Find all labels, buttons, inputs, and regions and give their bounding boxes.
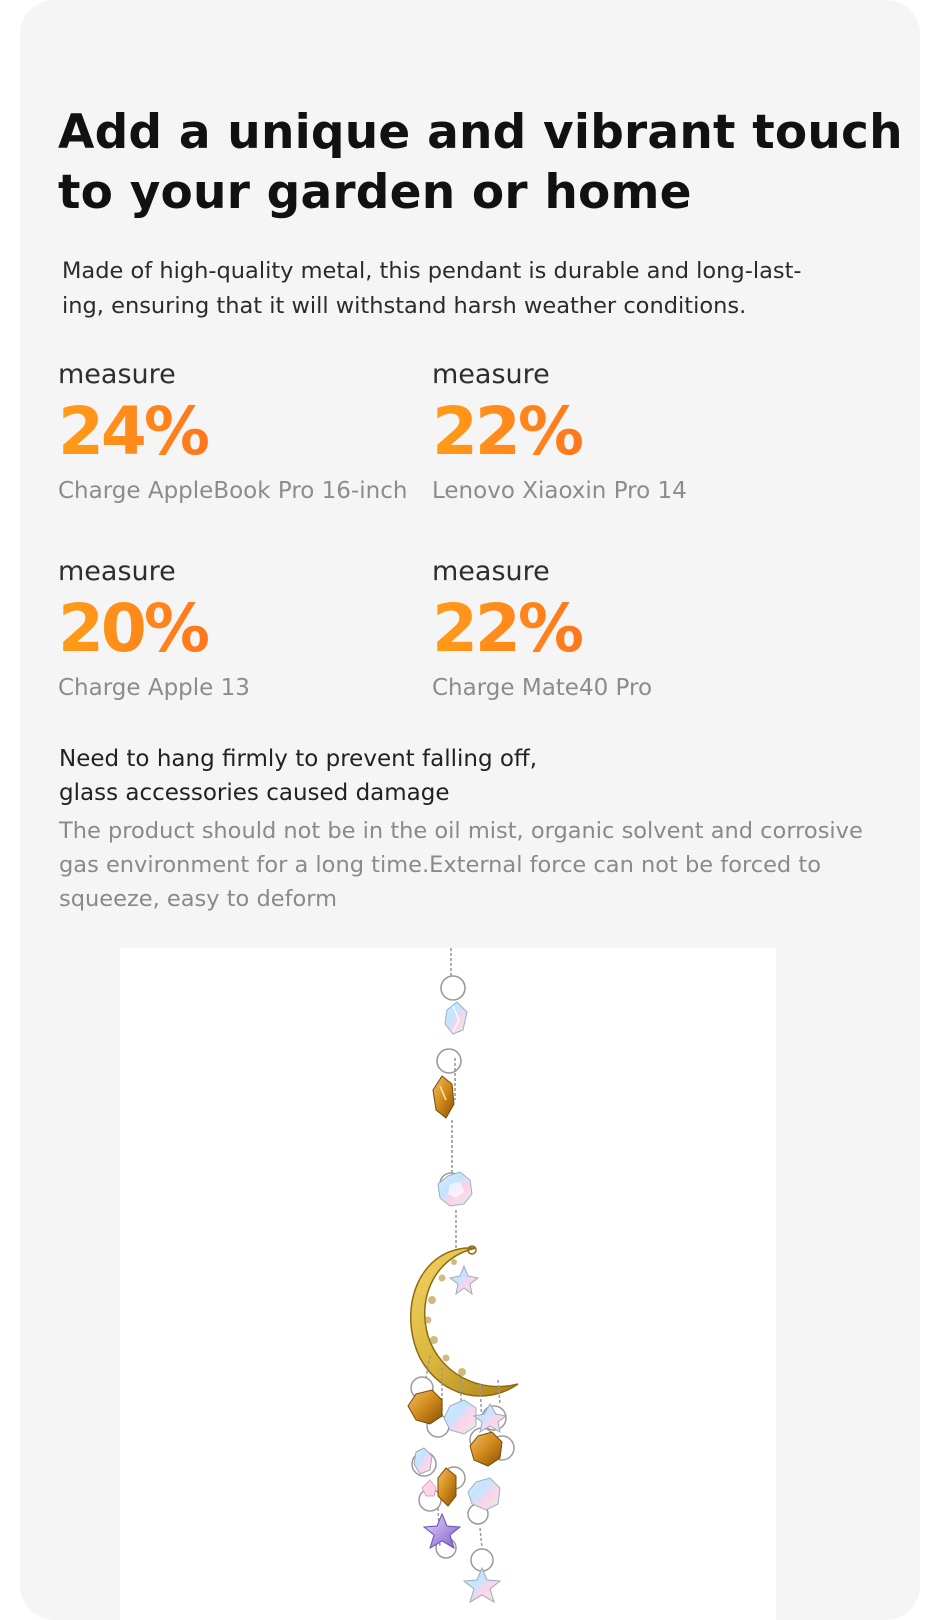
stat-device: Charge Apple 13 [58, 675, 250, 701]
product-detail-card: Add a unique and vibrant touch to your g… [20, 0, 920, 1620]
stat-device: Charge Mate40 Pro [432, 675, 653, 701]
moon-star-crystal [448, 1264, 480, 1296]
stat-device: Charge AppleBook Pro 16-inch [58, 478, 408, 504]
amber-crystal-top [432, 1075, 455, 1119]
stat-value: 24% [58, 397, 418, 467]
stat-device: Lenovo Xiaoxin Pro 14 [432, 478, 687, 504]
stat-value: 20% [58, 594, 418, 664]
care-note: The product should not be in the oil mis… [59, 818, 863, 912]
stat-block: measure 22% Charge Mate40 Pro [432, 555, 792, 703]
stat-value: 22% [432, 397, 792, 467]
stat-block: measure 22% Lenovo Xiaoxin Pro 14 [432, 358, 792, 506]
star-crystals [422, 1512, 502, 1604]
stat-value: 22% [432, 594, 792, 664]
stat-label: measure [432, 359, 550, 390]
stat-block: measure 20% Charge Apple 13 [58, 555, 418, 703]
stat-label: measure [58, 359, 176, 390]
warning-text: Need to hang firmly to prevent falling o… [59, 746, 538, 806]
product-photo [120, 948, 776, 1620]
octagon-crystal [437, 1171, 473, 1207]
amber-crystals-lower [407, 1389, 503, 1507]
stat-label: measure [432, 556, 550, 587]
stat-label: measure [58, 556, 176, 587]
stat-block: measure 24% Charge AppleBook Pro 16-inch [58, 358, 418, 506]
suncatcher-illustration [407, 948, 519, 1604]
intro-text: Made of high-quality metal, this pendant… [62, 258, 802, 319]
aurora-crystals-lower [413, 1399, 508, 1511]
aurora-crystal-top [444, 1001, 468, 1035]
headline: Add a unique and vibrant touch to your g… [58, 105, 903, 220]
crescent-moon [410, 1245, 519, 1397]
